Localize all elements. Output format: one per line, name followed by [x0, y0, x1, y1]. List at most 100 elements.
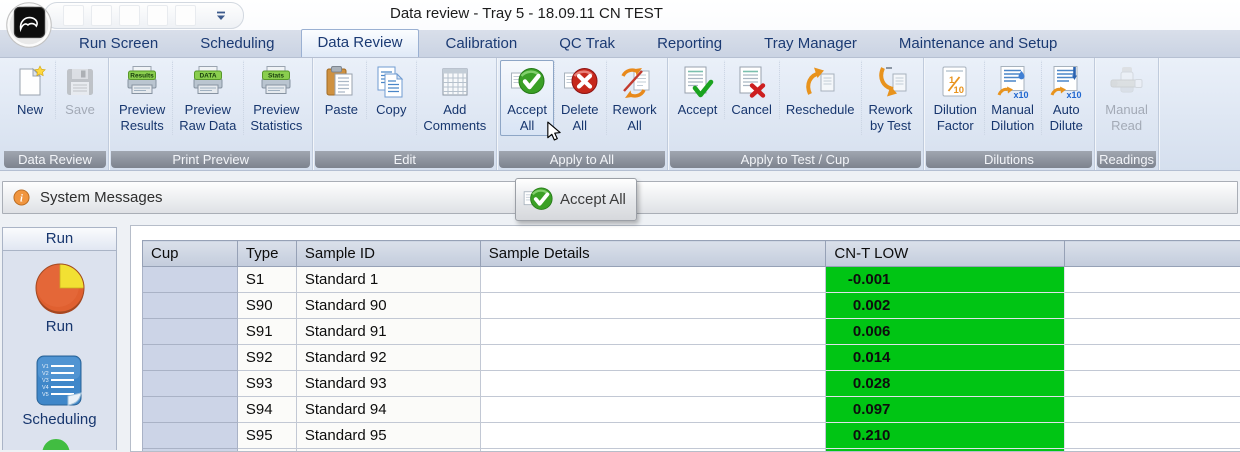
tab-calibration[interactable]: Calibration — [431, 31, 533, 57]
cell-cup[interactable] — [143, 345, 238, 371]
cell-result[interactable]: 0.006 — [826, 319, 1065, 345]
cell-sample_details[interactable] — [480, 345, 826, 371]
cell-cup[interactable] — [143, 267, 238, 293]
cell-sample_id[interactable]: Standard 91 — [296, 319, 480, 345]
cell-cup[interactable] — [143, 423, 238, 449]
cell-sample_id[interactable]: Standard 94 — [296, 397, 480, 423]
button-label: Manual Dilution — [991, 102, 1034, 134]
cell-blank[interactable] — [1065, 319, 1240, 345]
quick-access-button[interactable] — [119, 5, 140, 26]
cell-cup[interactable] — [143, 293, 238, 319]
cell-blank[interactable] — [1065, 397, 1240, 423]
cell-sample_id[interactable]: Standard 93 — [296, 371, 480, 397]
column-header-sample-id[interactable]: Sample ID — [296, 241, 480, 267]
copy-button[interactable]: Copy — [366, 60, 416, 120]
cell-result[interactable]: 0.210 — [826, 423, 1065, 449]
cell-sample_id[interactable]: Standard 95 — [296, 423, 480, 449]
save-button: Save — [55, 60, 105, 120]
cell-sample_id[interactable]: Standard 1 — [296, 267, 480, 293]
button-label: Accept All — [507, 102, 547, 134]
paste-button[interactable]: Paste — [316, 60, 366, 120]
accept-button[interactable]: Accept — [671, 60, 725, 120]
cell-result[interactable]: 0.014 — [826, 345, 1065, 371]
quick-access-button[interactable] — [91, 5, 112, 26]
cell-result[interactable]: 0.097 — [826, 397, 1065, 423]
quick-access-button[interactable] — [63, 5, 84, 26]
cell-result[interactable]: 0.028 — [826, 371, 1065, 397]
svg-text:V3: V3 — [42, 378, 49, 384]
cell-blank[interactable] — [1065, 267, 1240, 293]
cell-blank[interactable] — [1065, 449, 1240, 452]
cell-cup[interactable] — [143, 371, 238, 397]
add-comments-button[interactable]: Add Comments — [416, 60, 493, 136]
cell-sample_details[interactable] — [480, 449, 826, 452]
cell-blank[interactable] — [1065, 293, 1240, 319]
cell-type[interactable] — [237, 449, 296, 452]
group-caption: Readings — [1097, 151, 1156, 168]
tab-maintenance-and-setup[interactable]: Maintenance and Setup — [884, 31, 1072, 57]
cell-type[interactable]: S92 — [237, 345, 296, 371]
quick-access-toolbar — [44, 2, 244, 29]
cell-result[interactable]: -0.001 — [826, 267, 1065, 293]
new-button[interactable]: New — [5, 60, 55, 120]
cell-cup[interactable] — [143, 319, 238, 345]
quick-access-button[interactable] — [175, 5, 196, 26]
tab-run-screen[interactable]: Run Screen — [64, 31, 173, 57]
cell-blank[interactable] — [1065, 345, 1240, 371]
tab-scheduling[interactable]: Scheduling — [185, 31, 289, 57]
tab-reporting[interactable]: Reporting — [642, 31, 737, 57]
cell-sample_id[interactable]: Standard 90 — [296, 293, 480, 319]
cell-type[interactable]: S93 — [237, 371, 296, 397]
cell-type[interactable]: S94 — [237, 397, 296, 423]
button-label: Rework All — [613, 102, 657, 134]
reschedule-button[interactable]: Reschedule — [779, 60, 862, 120]
app-logo-icon[interactable] — [6, 2, 52, 48]
column-header-sample-details[interactable]: Sample Details — [480, 241, 826, 267]
sidebar-item-run[interactable]: Run — [32, 260, 88, 335]
column-header-type[interactable]: Type — [237, 241, 296, 267]
rework-by-test-button[interactable]: Rework by Test — [861, 60, 919, 136]
button-label: Rework by Test — [868, 102, 912, 134]
cell-result[interactable] — [826, 449, 1065, 452]
cell-sample_details[interactable] — [480, 397, 826, 423]
cell-blank[interactable] — [1065, 423, 1240, 449]
quick-access-button[interactable] — [147, 5, 168, 26]
button-label: Add Comments — [423, 102, 486, 134]
cell-sample_details[interactable] — [480, 267, 826, 293]
cell-type[interactable]: S91 — [237, 319, 296, 345]
cell-type[interactable]: S90 — [237, 293, 296, 319]
cell-sample_id[interactable] — [296, 449, 480, 452]
column-header-blank[interactable] — [1065, 241, 1240, 267]
cell-blank[interactable] — [1065, 371, 1240, 397]
cell-cup[interactable] — [143, 397, 238, 423]
qat-dropdown-icon[interactable] — [215, 10, 227, 22]
cell-sample_details[interactable] — [480, 371, 826, 397]
cancel-button[interactable]: Cancel — [724, 60, 778, 120]
column-header-cn-t-low[interactable]: CN-T LOW — [826, 241, 1065, 267]
cell-sample_id[interactable]: Standard 92 — [296, 345, 480, 371]
tab-qc-trak[interactable]: QC Trak — [544, 31, 630, 57]
cell-cup[interactable] — [143, 449, 238, 452]
rework-all-button[interactable]: Rework All — [606, 60, 664, 136]
tab-data-review[interactable]: Data Review — [301, 29, 418, 57]
cell-result[interactable]: 0.002 — [826, 293, 1065, 319]
system-messages-label: System Messages — [40, 189, 163, 206]
cell-type[interactable]: S1 — [237, 267, 296, 293]
tab-tray-manager[interactable]: Tray Manager — [749, 31, 872, 57]
svg-text:V1: V1 — [42, 364, 49, 370]
cell-sample_details[interactable] — [480, 319, 826, 345]
cell-sample_details[interactable] — [480, 293, 826, 319]
cell-type[interactable]: S95 — [237, 423, 296, 449]
result-value: 0.002 — [838, 297, 890, 314]
cell-sample_details[interactable] — [480, 423, 826, 449]
column-header-cup[interactable]: Cup — [143, 241, 238, 267]
